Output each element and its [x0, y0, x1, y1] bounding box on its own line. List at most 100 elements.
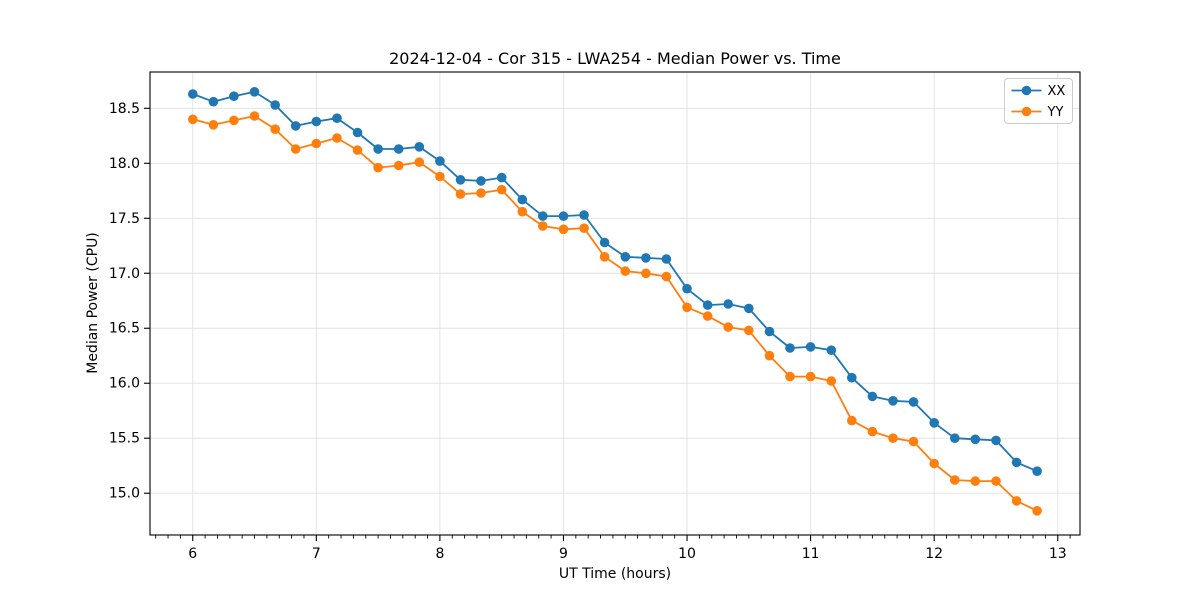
- data-point: [908, 397, 919, 407]
- data-point: [599, 251, 610, 262]
- data-point: [311, 138, 322, 149]
- x-tick-label: 10: [678, 546, 696, 562]
- data-point: [208, 96, 219, 107]
- data-point: [661, 254, 672, 264]
- legend-sample-marker: [1021, 106, 1032, 117]
- data-point: [1011, 496, 1022, 506]
- data-point: [496, 184, 507, 195]
- data-point: [290, 144, 301, 154]
- data-point: [826, 345, 837, 356]
- data-point: [517, 194, 528, 205]
- data-point: [270, 100, 281, 110]
- data-point: [929, 418, 939, 428]
- data-point: [599, 237, 610, 248]
- data-point: [249, 111, 260, 121]
- data-point: [888, 396, 898, 406]
- y-axis-ticks: 15.0 15.5 16.0 16.5 17.0 17.5 18.0 18.5: [109, 101, 150, 502]
- data-point: [332, 113, 342, 123]
- y-tick-label: 16.5: [109, 321, 140, 337]
- x-tick-label: 11: [802, 546, 820, 562]
- data-point: [950, 475, 960, 485]
- data-point: [476, 176, 486, 186]
- chart-layer: 6 7 8 9 10 11 12 13 15.0 15.5 16.0 16.5 17.0 17.5 18.0…: [109, 71, 1081, 562]
- axes-spines: [149, 71, 1081, 536]
- data-point: [558, 224, 569, 235]
- data-point: [702, 311, 713, 321]
- data-point: [826, 376, 837, 386]
- data-point: [517, 206, 528, 217]
- data-point: [414, 157, 425, 167]
- data-point: [1011, 457, 1022, 468]
- x-axis-label: UT Time (hours): [559, 566, 671, 582]
- data-point: [332, 133, 342, 143]
- data-point: [249, 87, 260, 97]
- data-point: [373, 162, 383, 173]
- x-tick-label: 13: [1049, 546, 1067, 562]
- data-point: [620, 266, 631, 276]
- data-point: [702, 300, 713, 310]
- legend-label-YY: YY: [1047, 105, 1064, 120]
- data-point: [393, 160, 404, 171]
- data-point: [538, 211, 548, 221]
- data-point: [682, 283, 692, 294]
- data-point: [682, 302, 692, 313]
- data-point: [744, 325, 754, 336]
- data-point: [723, 322, 733, 332]
- grid: [150, 72, 1080, 535]
- data-point: [229, 115, 239, 126]
- data-point: [579, 210, 589, 220]
- data-point: [558, 211, 569, 221]
- data-point: [270, 124, 281, 134]
- data-point: [414, 142, 425, 152]
- legend: XX YY: [1004, 78, 1073, 124]
- data-point: [373, 144, 383, 154]
- data-point: [785, 371, 795, 382]
- data-point: [311, 116, 322, 127]
- data-point: [991, 476, 1001, 486]
- data-point: [352, 145, 363, 155]
- y-axis-label: Median Power (CPU): [85, 232, 101, 374]
- data-point: [641, 268, 651, 279]
- data-point: [290, 121, 301, 131]
- data-point: [188, 89, 198, 99]
- data-point: [847, 415, 857, 426]
- y-tick-label: 16.0: [109, 376, 140, 392]
- data-point: [970, 434, 981, 445]
- data-point: [579, 223, 589, 233]
- data-point: [455, 175, 466, 185]
- data-point: [435, 156, 445, 166]
- y-tick-label: 17.5: [109, 211, 140, 227]
- data-point: [476, 188, 486, 198]
- chart-title: 2024-12-04 - Cor 315 - LWA254 - Median P…: [389, 49, 841, 68]
- data-point: [805, 371, 816, 382]
- data-point: [764, 350, 775, 361]
- series-line-YY: [192, 115, 1038, 512]
- x-tick-label: 12: [925, 546, 943, 562]
- data-point: [744, 303, 754, 314]
- x-tick-label: 8: [435, 546, 444, 562]
- data-point: [620, 251, 631, 262]
- data-point: [496, 172, 507, 183]
- x-tick-label: 7: [312, 546, 321, 562]
- data-point: [1032, 506, 1042, 516]
- series-YY: [188, 111, 1042, 516]
- data-point: [352, 127, 363, 138]
- data-point: [723, 299, 733, 309]
- data-point: [929, 458, 939, 469]
- y-tick-label: 18.0: [109, 156, 140, 172]
- data-point: [229, 91, 239, 101]
- data-point: [661, 271, 672, 282]
- data-point: [847, 372, 857, 383]
- data-point: [867, 426, 878, 437]
- data-point: [641, 253, 651, 263]
- data-point: [208, 120, 219, 130]
- data-point: [538, 221, 548, 231]
- series-line-XX: [192, 90, 1038, 473]
- legend-sample-marker: [1021, 85, 1032, 96]
- y-tick-label: 18.5: [109, 101, 140, 117]
- data-point: [950, 433, 960, 444]
- data-point: [435, 171, 445, 182]
- data-point: [867, 391, 878, 402]
